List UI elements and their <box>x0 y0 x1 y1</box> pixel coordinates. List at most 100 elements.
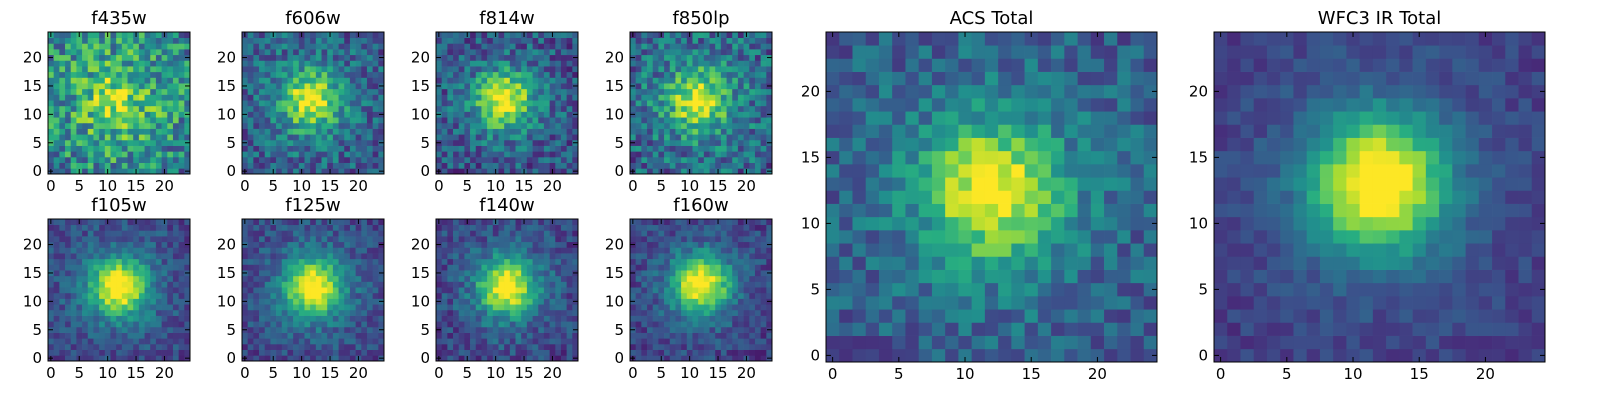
heatmap-cell <box>698 111 705 118</box>
heatmap-cell <box>458 128 465 135</box>
heatmap-cell <box>453 122 460 129</box>
heatmap-cell <box>276 111 283 118</box>
heatmap-cell <box>287 321 294 328</box>
heatmap-cell <box>754 128 761 135</box>
heatmap-cell <box>572 264 579 271</box>
heatmap-cell <box>543 139 550 146</box>
heatmap-cell <box>167 168 174 175</box>
heatmap-cell <box>264 315 271 322</box>
heatmap-cell <box>658 71 665 78</box>
heatmap-cell <box>167 304 174 311</box>
heatmap-cell <box>572 258 579 265</box>
heatmap-cell <box>127 292 134 299</box>
heatmap-cell <box>487 156 494 163</box>
heatmap-cell <box>504 162 511 169</box>
x-tick-label: 0 <box>434 364 444 382</box>
heatmap-cell <box>133 332 140 339</box>
heatmap-cell <box>150 349 157 356</box>
heatmap-cell <box>669 275 676 282</box>
heatmap-cell <box>538 94 545 101</box>
heatmap-cell <box>515 264 522 271</box>
heatmap-cell <box>543 128 550 135</box>
heatmap-cell <box>259 66 266 73</box>
heatmap-cell <box>155 83 162 90</box>
x-tick-label: 0 <box>434 177 444 195</box>
heatmap-cell <box>504 332 511 339</box>
heatmap-cell <box>549 332 556 339</box>
heatmap-cell <box>138 241 145 248</box>
heatmap-cell <box>732 77 739 84</box>
heatmap-cell <box>344 241 351 248</box>
heatmap-cell <box>349 145 356 152</box>
heatmap-cell <box>167 332 174 339</box>
heatmap-cell <box>361 71 368 78</box>
heatmap-cell <box>287 309 294 316</box>
heatmap-cell <box>293 275 300 282</box>
heatmap-cell <box>99 258 106 265</box>
heatmap-cell <box>264 151 271 158</box>
heatmap-cell <box>144 292 151 299</box>
heatmap-cell <box>504 156 511 163</box>
heatmap-cell <box>327 349 334 356</box>
heatmap-cell <box>138 32 145 39</box>
heatmap-cell <box>355 247 362 254</box>
heatmap-cell <box>366 349 373 356</box>
heatmap-cell <box>470 309 477 316</box>
heatmap-cell <box>242 105 249 112</box>
heatmap-cell <box>555 54 562 61</box>
heatmap-cell <box>298 275 305 282</box>
heatmap-cell <box>82 66 89 73</box>
heatmap-cell <box>492 253 499 260</box>
heatmap-cell <box>743 88 750 95</box>
heatmap-cell <box>378 332 385 339</box>
heatmap-cell <box>447 134 454 141</box>
heatmap-cell <box>732 128 739 135</box>
heatmap-cell <box>532 338 539 345</box>
heatmap-cell <box>150 304 157 311</box>
heatmap-cell <box>498 343 505 350</box>
heatmap-cell <box>566 54 573 61</box>
heatmap-cell <box>264 128 271 135</box>
heatmap-cell <box>458 270 465 277</box>
heatmap-cell <box>470 43 477 50</box>
heatmap-cell <box>121 128 128 135</box>
heatmap-cell <box>344 122 351 129</box>
heatmap-cell <box>76 71 83 78</box>
heatmap-cell <box>538 37 545 44</box>
heatmap-cell <box>464 134 471 141</box>
heatmap-cell <box>481 100 488 107</box>
heatmap-cell <box>65 117 72 124</box>
heatmap-cell <box>310 326 317 333</box>
heatmap-cell <box>338 315 345 322</box>
heatmap-cell <box>509 304 516 311</box>
heatmap-cell <box>709 117 716 124</box>
heatmap-cell <box>304 100 311 107</box>
heatmap-cell <box>184 49 191 56</box>
heatmap-cell <box>332 88 339 95</box>
heatmap-cell <box>70 37 77 44</box>
heatmap-cell <box>70 162 77 169</box>
heatmap-cell <box>366 134 373 141</box>
heatmap-cell <box>647 338 654 345</box>
heatmap-cell <box>464 83 471 90</box>
heatmap-cell <box>487 88 494 95</box>
heatmap-cell <box>766 122 773 129</box>
heatmap-cell <box>259 224 266 231</box>
heatmap-cell <box>321 270 328 277</box>
heatmap-cell <box>338 326 345 333</box>
heatmap-cell <box>332 37 339 44</box>
heatmap-cell <box>253 111 260 118</box>
heatmap-cell <box>338 83 345 90</box>
heatmap-cell <box>270 100 277 107</box>
heatmap-cell <box>104 292 111 299</box>
heatmap-cell <box>59 309 66 316</box>
heatmap-cell <box>138 287 145 294</box>
heatmap-cell <box>709 326 716 333</box>
heatmap-cell <box>144 100 151 107</box>
heatmap-cell <box>487 236 494 243</box>
heatmap-cell <box>464 326 471 333</box>
heatmap-cell <box>93 117 100 124</box>
heatmap-cell <box>720 71 727 78</box>
heatmap-cell <box>99 298 106 305</box>
heatmap-cell <box>172 77 179 84</box>
